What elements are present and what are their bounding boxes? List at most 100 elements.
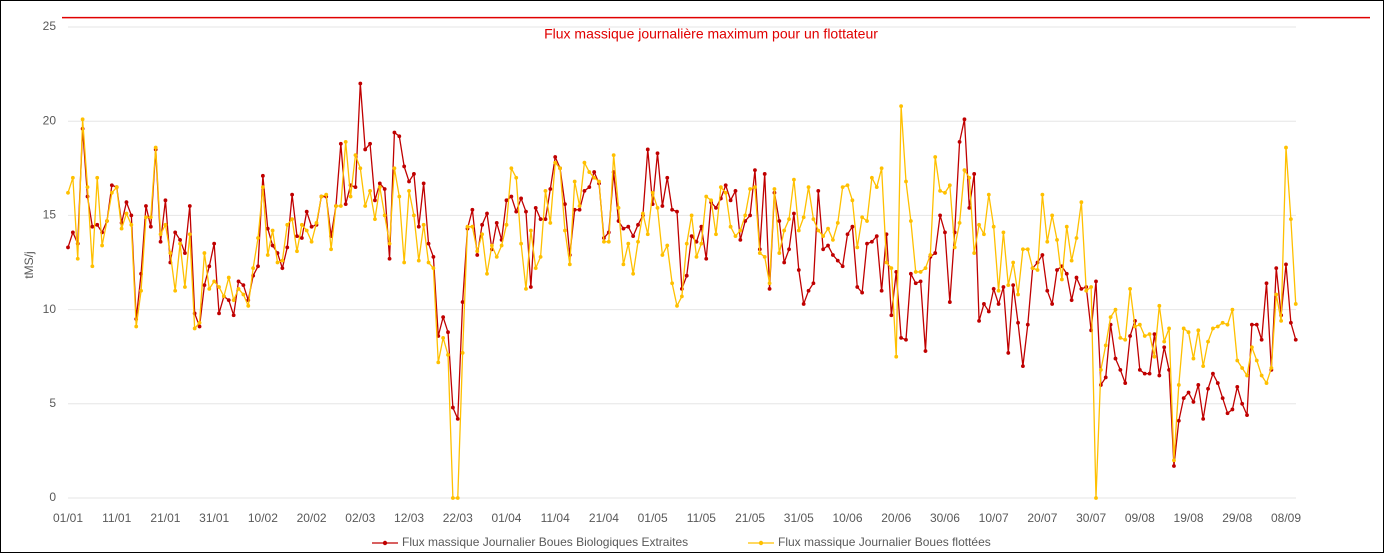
data-point bbox=[509, 166, 514, 171]
data-point bbox=[1021, 247, 1025, 252]
y-tick-label: 10 bbox=[43, 302, 57, 316]
data-point bbox=[767, 281, 772, 286]
data-point bbox=[1079, 286, 1084, 291]
data-point bbox=[850, 198, 855, 203]
data-point bbox=[845, 183, 850, 188]
data-point bbox=[670, 281, 675, 286]
data-point bbox=[855, 245, 860, 250]
data-point bbox=[904, 337, 908, 342]
data-point bbox=[514, 209, 519, 214]
x-tick-label: 31/01 bbox=[199, 511, 229, 525]
data-point bbox=[66, 245, 70, 250]
data-point bbox=[290, 217, 295, 222]
data-point bbox=[1191, 356, 1196, 361]
data-point bbox=[962, 168, 967, 173]
data-point bbox=[368, 141, 372, 146]
data-point bbox=[485, 211, 489, 216]
data-point bbox=[918, 279, 923, 284]
data-point bbox=[1225, 322, 1230, 327]
data-point bbox=[592, 170, 597, 174]
data-point bbox=[816, 228, 821, 233]
data-point bbox=[709, 198, 714, 203]
data-point bbox=[299, 236, 304, 240]
data-point bbox=[421, 222, 426, 227]
data-point bbox=[348, 194, 353, 199]
data-point bbox=[928, 253, 933, 257]
data-point bbox=[1235, 384, 1240, 389]
data-point bbox=[387, 256, 392, 261]
y-tick-label: 15 bbox=[43, 208, 57, 222]
data-point bbox=[275, 260, 280, 265]
data-point bbox=[1147, 371, 1152, 376]
data-point bbox=[689, 234, 694, 239]
data-point bbox=[363, 147, 368, 152]
data-point bbox=[660, 204, 665, 208]
data-point bbox=[933, 251, 938, 255]
data-point bbox=[777, 251, 782, 255]
x-tick-label: 21/05 bbox=[735, 511, 765, 525]
x-tick-label: 21/01 bbox=[150, 511, 180, 525]
x-tick-label: 09/08 bbox=[1125, 511, 1155, 525]
data-point bbox=[533, 205, 538, 210]
x-tick-label: 11/05 bbox=[687, 511, 716, 525]
data-point bbox=[1245, 373, 1249, 378]
x-tick-label: 01/01 bbox=[53, 511, 83, 525]
data-point bbox=[163, 222, 168, 227]
data-point bbox=[70, 230, 75, 235]
data-point bbox=[158, 239, 163, 244]
x-tick-label: 19/08 bbox=[1174, 511, 1204, 525]
data-point bbox=[470, 207, 475, 212]
data-point bbox=[256, 236, 260, 240]
data-point bbox=[260, 173, 265, 178]
data-point bbox=[1211, 326, 1215, 331]
data-point bbox=[470, 224, 475, 229]
data-point bbox=[1157, 303, 1162, 308]
data-point bbox=[124, 211, 129, 216]
data-point bbox=[743, 213, 748, 218]
data-point bbox=[860, 215, 865, 220]
data-point bbox=[626, 224, 631, 229]
data-point bbox=[90, 264, 95, 269]
data-point bbox=[246, 303, 251, 308]
data-point bbox=[1021, 364, 1025, 369]
data-point bbox=[1055, 268, 1059, 272]
data-point bbox=[1215, 324, 1220, 329]
data-point bbox=[684, 273, 689, 278]
data-point bbox=[519, 196, 523, 201]
data-point bbox=[694, 239, 699, 244]
data-point bbox=[563, 202, 567, 206]
data-point bbox=[1113, 356, 1118, 361]
data-point bbox=[640, 211, 645, 216]
data-point bbox=[338, 204, 343, 208]
data-point bbox=[699, 224, 704, 229]
x-tick-label: 31/05 bbox=[784, 511, 814, 525]
data-point bbox=[1240, 366, 1245, 370]
data-point bbox=[787, 217, 791, 222]
data-point bbox=[1011, 283, 1016, 288]
data-point bbox=[309, 224, 314, 229]
data-point bbox=[455, 496, 460, 500]
data-point bbox=[894, 270, 899, 274]
data-point bbox=[353, 153, 358, 158]
data-point bbox=[158, 232, 163, 237]
data-point bbox=[582, 189, 587, 193]
data-point bbox=[621, 262, 626, 267]
x-tick-label: 08/09 bbox=[1271, 511, 1301, 525]
data-point bbox=[874, 234, 879, 239]
data-point bbox=[1181, 396, 1186, 401]
data-point bbox=[913, 281, 918, 286]
data-point bbox=[373, 217, 377, 222]
data-point bbox=[689, 213, 694, 218]
x-tick-label: 11/01 bbox=[102, 511, 131, 525]
data-point bbox=[450, 496, 455, 500]
data-point bbox=[314, 221, 319, 225]
data-point bbox=[421, 181, 426, 186]
data-point bbox=[597, 179, 601, 184]
data-point bbox=[1064, 271, 1069, 276]
data-point bbox=[782, 260, 787, 265]
x-tick-label: 30/06 bbox=[930, 511, 960, 525]
data-point bbox=[100, 243, 105, 248]
data-point bbox=[377, 185, 382, 190]
data-point bbox=[977, 222, 981, 227]
